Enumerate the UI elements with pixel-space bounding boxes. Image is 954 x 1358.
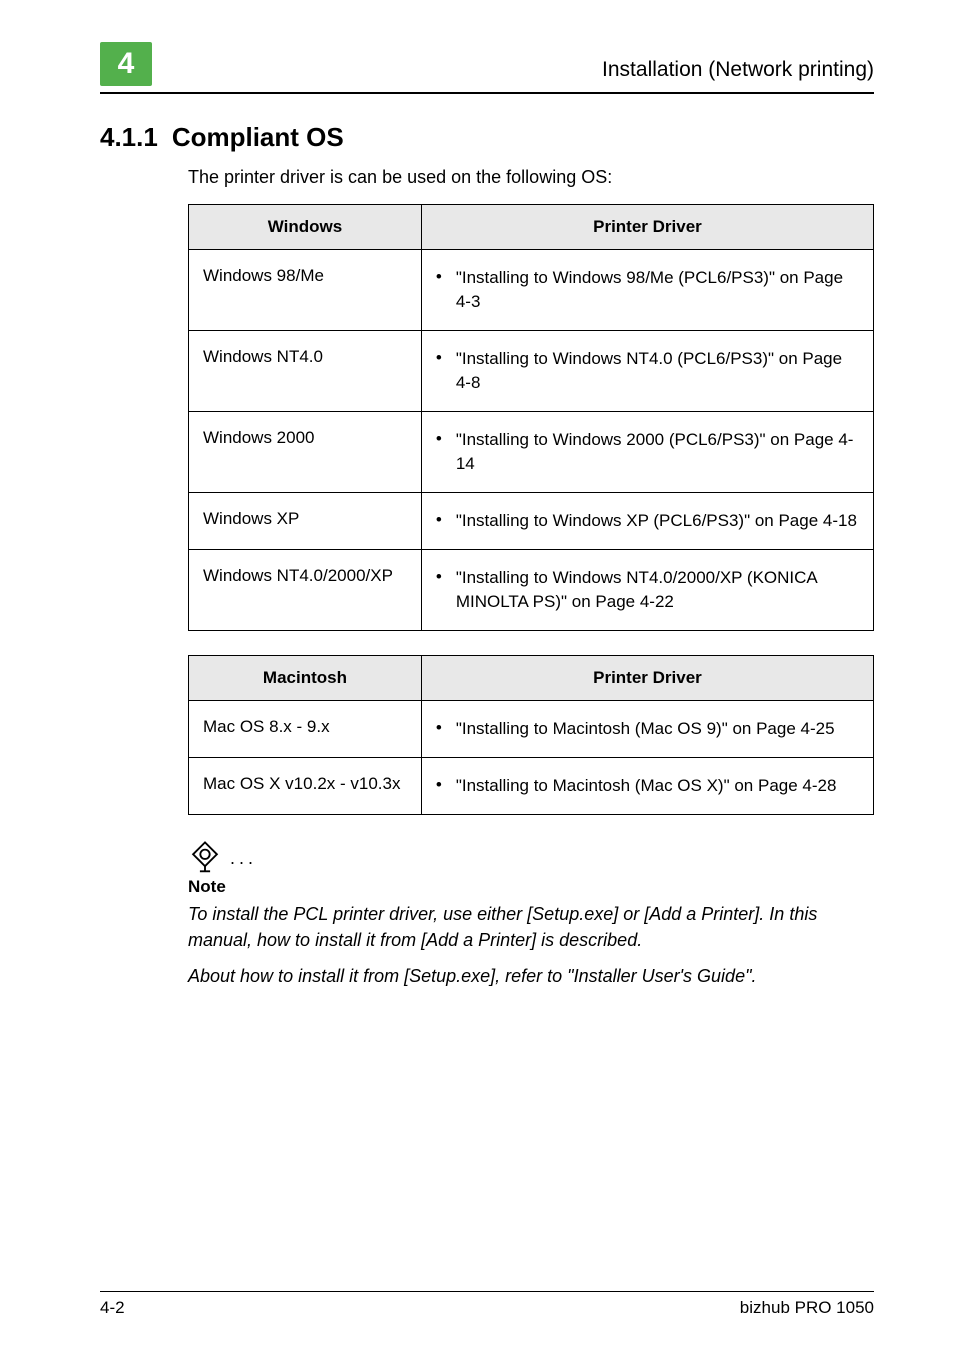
os-cell: Mac OS 8.x - 9.x — [189, 701, 422, 758]
chapter-number: 4 — [118, 47, 135, 80]
intro-text: The printer driver is can be used on the… — [188, 167, 874, 188]
table-header-cell: Windows — [189, 205, 422, 250]
driver-cell: • "Installing to Windows 2000 (PCL6/PS3)… — [421, 412, 873, 493]
table-header-row: Macintosh Printer Driver — [189, 656, 874, 701]
table-row: Windows NT4.0 • "Installing to Windows N… — [189, 331, 874, 412]
footer-product-name: bizhub PRO 1050 — [740, 1298, 874, 1318]
table-row: Mac OS 8.x - 9.x • "Installing to Macint… — [189, 701, 874, 758]
os-cell: Windows NT4.0/2000/XP — [189, 550, 422, 631]
page-root: 4 Installation (Network printing) 4.1.1 C… — [0, 0, 954, 1358]
table-row: Windows XP • "Installing to Windows XP (… — [189, 493, 874, 550]
driver-cell: • "Installing to Macintosh (Mac OS X)" o… — [421, 758, 873, 815]
bullet-item: • "Installing to Macintosh (Mac OS 9)" o… — [436, 717, 859, 741]
bullet-icon: • — [436, 428, 442, 450]
section-title-text: Compliant OS — [172, 122, 344, 152]
section-number: 4.1.1 — [100, 122, 158, 152]
table-row: Windows 98/Me • "Installing to Windows 9… — [189, 250, 874, 331]
table-header-cell: Macintosh — [189, 656, 422, 701]
bullet-icon: • — [436, 266, 442, 288]
table-header-cell: Printer Driver — [421, 656, 873, 701]
bullet-item: • "Installing to Windows NT4.0/2000/XP (… — [436, 566, 859, 614]
chapter-number-box: 4 — [100, 42, 152, 86]
os-cell: Windows 2000 — [189, 412, 422, 493]
table-row: Windows 2000 • "Installing to Windows 20… — [189, 412, 874, 493]
os-cell: Mac OS X v10.2x - v10.3x — [189, 758, 422, 815]
bullet-item: • "Installing to Windows 2000 (PCL6/PS3)… — [436, 428, 859, 476]
bullet-item: • "Installing to Macintosh (Mac OS X)" o… — [436, 774, 859, 798]
bullet-item: • "Installing to Windows 98/Me (PCL6/PS3… — [436, 266, 859, 314]
driver-cell: • "Installing to Windows XP (PCL6/PS3)" … — [421, 493, 873, 550]
note-text-2: About how to install it from [Setup.exe]… — [188, 963, 874, 989]
bullet-item: • "Installing to Windows NT4.0 (PCL6/PS3… — [436, 347, 859, 395]
bullet-item: • "Installing to Windows XP (PCL6/PS3)" … — [436, 509, 859, 533]
table-row: Windows NT4.0/2000/XP • "Installing to W… — [189, 550, 874, 631]
os-cell: Windows NT4.0 — [189, 331, 422, 412]
footer-page-number: 4-2 — [100, 1298, 125, 1318]
driver-cell: • "Installing to Windows NT4.0 (PCL6/PS3… — [421, 331, 873, 412]
note-icon-row: ... — [188, 839, 874, 873]
driver-cell: • "Installing to Windows NT4.0/2000/XP (… — [421, 550, 873, 631]
os-cell: Windows XP — [189, 493, 422, 550]
note-dots: ... — [230, 848, 257, 873]
bullet-icon: • — [436, 717, 442, 739]
bullet-icon: • — [436, 509, 442, 531]
driver-text: "Installing to Windows NT4.0/2000/XP (KO… — [456, 566, 859, 614]
driver-cell: • "Installing to Macintosh (Mac OS 9)" o… — [421, 701, 873, 758]
header-bar: 4 Installation (Network printing) — [100, 42, 874, 94]
windows-table: Windows Printer Driver Windows 98/Me • "… — [188, 204, 874, 631]
bullet-icon: • — [436, 347, 442, 369]
note-icon — [188, 839, 222, 873]
driver-text: "Installing to Macintosh (Mac OS X)" on … — [456, 774, 859, 798]
note-label: Note — [188, 877, 874, 897]
table-header-row: Windows Printer Driver — [189, 205, 874, 250]
bullet-icon: • — [436, 774, 442, 796]
header-title: Installation (Network printing) — [602, 58, 874, 86]
driver-text: "Installing to Windows NT4.0 (PCL6/PS3)"… — [456, 347, 859, 395]
table-row: Mac OS X v10.2x - v10.3x • "Installing t… — [189, 758, 874, 815]
driver-text: "Installing to Macintosh (Mac OS 9)" on … — [456, 717, 859, 741]
section-heading: 4.1.1 Compliant OS — [100, 122, 874, 153]
table-header-cell: Printer Driver — [421, 205, 873, 250]
os-cell: Windows 98/Me — [189, 250, 422, 331]
page-footer: 4-2 bizhub PRO 1050 — [0, 1291, 954, 1318]
driver-cell: • "Installing to Windows 98/Me (PCL6/PS3… — [421, 250, 873, 331]
note-text-1: To install the PCL printer driver, use e… — [188, 901, 874, 953]
driver-text: "Installing to Windows XP (PCL6/PS3)" on… — [456, 509, 859, 533]
macintosh-table: Macintosh Printer Driver Mac OS 8.x - 9.… — [188, 655, 874, 815]
footer-line: 4-2 bizhub PRO 1050 — [100, 1291, 874, 1318]
note-block: ... Note To install the PCL printer driv… — [188, 839, 874, 989]
bullet-icon: • — [436, 566, 442, 588]
driver-text: "Installing to Windows 2000 (PCL6/PS3)" … — [456, 428, 859, 476]
driver-text: "Installing to Windows 98/Me (PCL6/PS3)"… — [456, 266, 859, 314]
